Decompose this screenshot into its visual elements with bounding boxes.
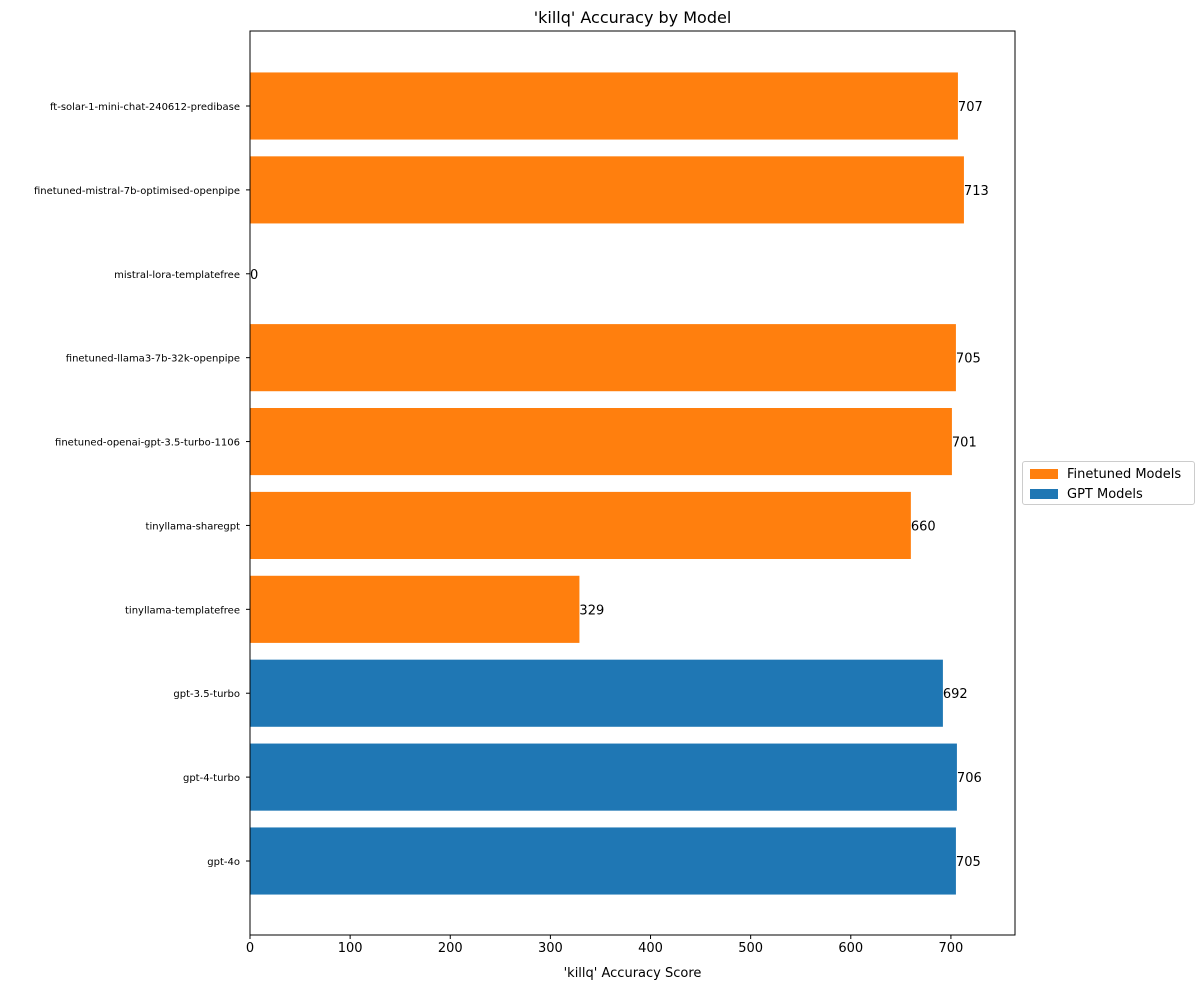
data-label: 713 bbox=[964, 184, 989, 199]
data-label: 705 bbox=[956, 352, 981, 367]
y-tick-label: gpt-3.5-turbo bbox=[173, 689, 240, 700]
bar bbox=[250, 72, 958, 140]
legend-item-finetuned: Finetuned Models bbox=[1030, 465, 1181, 483]
bar bbox=[250, 408, 952, 476]
legend-label-gpt: GPT Models bbox=[1067, 486, 1143, 502]
y-tick-label: gpt-4o bbox=[207, 857, 240, 868]
legend-item-gpt: GPT Models bbox=[1030, 485, 1143, 503]
x-tick-label: 100 bbox=[338, 941, 363, 956]
bar bbox=[250, 324, 956, 392]
x-tick-label: 300 bbox=[538, 941, 563, 956]
y-tick-label: gpt-4-turbo bbox=[183, 773, 240, 784]
x-tick-label: 400 bbox=[638, 941, 663, 956]
data-label: 329 bbox=[579, 603, 604, 618]
bar bbox=[250, 575, 580, 643]
x-tick-label: 600 bbox=[838, 941, 863, 956]
data-label: 692 bbox=[943, 687, 968, 702]
bar bbox=[250, 827, 956, 895]
y-tick-label: tinyllama-sharegpt bbox=[146, 521, 241, 532]
legend-label-finetuned: Finetuned Models bbox=[1067, 466, 1182, 482]
x-axis-label: 'killq' Accuracy Score bbox=[564, 966, 702, 981]
x-tick-label: 500 bbox=[738, 941, 763, 956]
data-label: 705 bbox=[956, 855, 981, 870]
legend-swatch-finetuned bbox=[1030, 469, 1058, 479]
y-tick-label: finetuned-mistral-7b-optimised-openpipe bbox=[34, 186, 240, 197]
y-tick-label: mistral-lora-templatefree bbox=[114, 270, 240, 281]
plot-frame bbox=[249, 30, 1016, 936]
bar bbox=[250, 659, 943, 727]
legend-swatch-gpt bbox=[1030, 489, 1058, 499]
legend: Finetuned Models GPT Models bbox=[1022, 461, 1195, 505]
x-tick-label: 0 bbox=[246, 941, 254, 956]
data-label: 706 bbox=[957, 771, 982, 786]
y-tick-label: finetuned-openai-gpt-3.5-turbo-1106 bbox=[55, 438, 240, 449]
bar bbox=[250, 156, 964, 224]
y-tick-label: ft-solar-1-mini-chat-240612-predibase bbox=[50, 102, 240, 113]
bar bbox=[250, 491, 911, 559]
chart-title: 'killq' Accuracy by Model bbox=[534, 8, 732, 27]
data-label: 707 bbox=[958, 100, 983, 115]
data-label: 0 bbox=[250, 268, 258, 283]
data-label: 701 bbox=[952, 436, 977, 451]
data-label: 660 bbox=[911, 519, 936, 534]
x-tick-label: 700 bbox=[939, 941, 964, 956]
bar bbox=[250, 743, 957, 811]
y-tick-label: finetuned-llama3-7b-32k-openpipe bbox=[66, 354, 240, 365]
y-tick-label: tinyllama-templatefree bbox=[125, 605, 240, 616]
x-tick-label: 200 bbox=[438, 941, 463, 956]
